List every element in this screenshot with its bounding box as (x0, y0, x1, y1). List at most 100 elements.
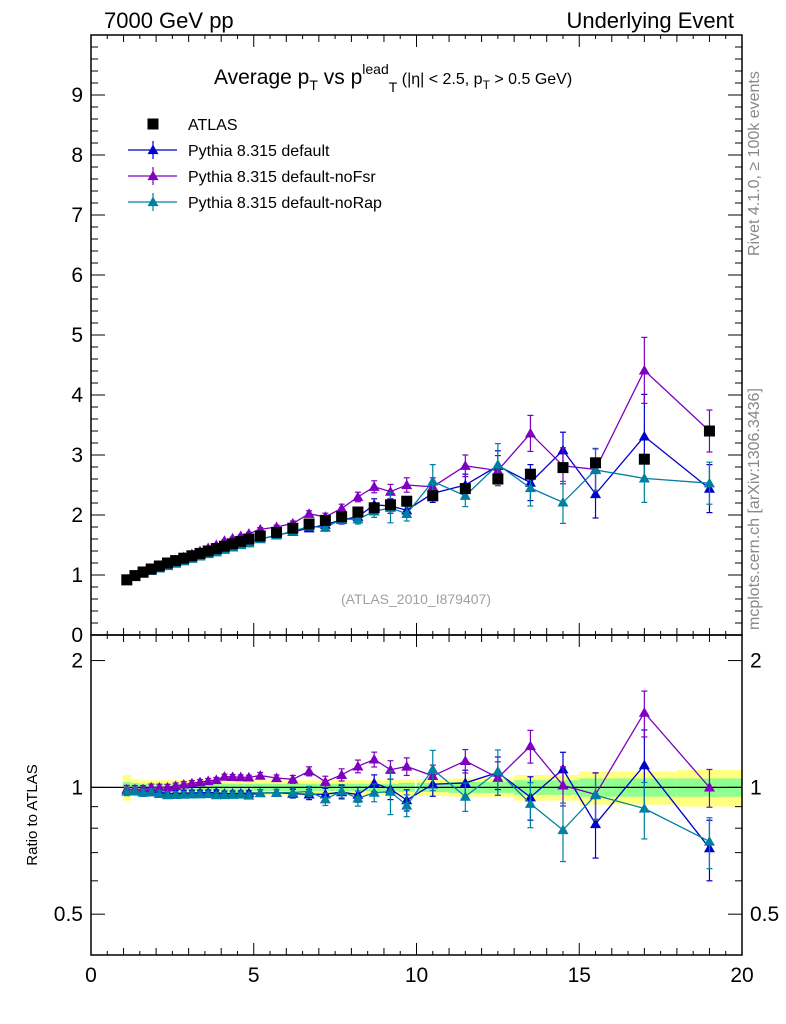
data-point (186, 550, 198, 562)
ratio-point (459, 755, 471, 766)
ratio-y-tick-label-right: 2 (750, 650, 762, 673)
x-tick-label: 0 (85, 964, 97, 987)
ratio-point (557, 779, 569, 790)
ratio-point (210, 789, 222, 800)
data-point (590, 464, 602, 475)
data-point (235, 535, 247, 547)
legend-label: ATLAS (188, 117, 238, 134)
legend-item: Pythia 8.315 default-noRap (128, 193, 382, 212)
ratio-point (194, 776, 206, 787)
data-point (352, 506, 364, 518)
ratio-point (243, 771, 255, 782)
ratio-point (194, 788, 206, 799)
data-point (319, 514, 331, 526)
y-tick-label: 8 (71, 144, 83, 167)
ratio-x-ticks (90, 635, 743, 955)
ratio-point (161, 781, 173, 792)
data-point (145, 563, 157, 575)
data-point (137, 566, 149, 578)
data-point (319, 522, 331, 532)
data-point (590, 457, 602, 469)
data-point (218, 540, 230, 552)
x-tick-label: 5 (248, 964, 260, 987)
title-sup: lead (362, 61, 388, 77)
ratio-point (703, 835, 715, 846)
ratio-y-tick-label-left: 1 (71, 776, 83, 799)
ratio-point (336, 769, 348, 779)
ratio-point (638, 707, 650, 717)
data-point (178, 552, 190, 564)
y-tick-label: 9 (71, 84, 83, 107)
ratio-point (227, 771, 239, 781)
ratio-point (227, 789, 239, 799)
ratio-y-axis-label: Ratio to ATLAS (24, 764, 41, 865)
ratio-point (153, 781, 165, 792)
ratio-point (638, 803, 650, 813)
ratio-point (524, 740, 536, 751)
data-point (336, 511, 348, 523)
data-point (368, 481, 380, 491)
ratio-series-pythia-8-315-default-nofsr (121, 690, 715, 820)
ratio-y-tick-label-left: 0.5 (54, 903, 83, 926)
data-point (638, 364, 650, 375)
ratio-point (459, 777, 471, 788)
ratio-point (271, 787, 283, 797)
title-sub: T (389, 79, 398, 95)
data-point (638, 430, 650, 441)
data-point (303, 508, 315, 518)
data-point (121, 574, 133, 586)
data-point (202, 545, 214, 557)
ratio-point (703, 781, 715, 792)
ratio-point (336, 785, 348, 796)
ratio-point (170, 780, 182, 791)
legend-marker (147, 196, 159, 207)
series-atlas (121, 425, 715, 586)
y-tick-label: 2 (71, 504, 83, 527)
data-point (170, 555, 182, 567)
data-point (352, 491, 364, 502)
ratio-point (427, 763, 439, 774)
legend-item: Pythia 8.315 default-noFsr (128, 167, 376, 186)
main-x-ticks (90, 35, 743, 635)
data-point (401, 508, 413, 518)
ratio-point (590, 818, 602, 829)
ratio-point (287, 787, 299, 797)
ratio-point (235, 789, 247, 799)
ratio-plot-panel: 0 5 10 15 20 0.5 0.5 1 1 2 2 Ratio to ATLAS (24, 634, 779, 987)
legend-marker (147, 118, 159, 130)
legend-item: Pythia 8.315 default (128, 141, 330, 160)
data-point (557, 462, 569, 474)
data-point (524, 482, 536, 493)
ratio-point (170, 789, 182, 800)
series-line (126, 463, 710, 582)
ratio-point (319, 793, 331, 804)
ratio-point (352, 792, 364, 803)
legend: ATLAS Pythia 8.315 default Pythia 8.315 de… (128, 117, 382, 212)
series-pythia-8-315-default-norap (121, 443, 715, 586)
ratio-point (210, 774, 222, 785)
title-sub: T (309, 77, 318, 93)
data-point (161, 557, 173, 569)
ratio-point (303, 765, 315, 776)
ratio-point (557, 824, 569, 835)
data-point (401, 479, 413, 490)
y-tick-label: 0 (71, 624, 83, 647)
title-cut: > 0.5 GeV) (490, 71, 572, 88)
data-point (352, 513, 364, 524)
chart-title: Average pT vs pleadT (|η| < 2.5, pT > 0.… (214, 61, 572, 95)
ratio-point (153, 788, 165, 798)
ratio-point (287, 773, 299, 784)
ratio-point (352, 760, 364, 771)
ratio-point (254, 770, 266, 780)
ratio-point (368, 777, 380, 788)
ratio-y-tick-label-right: 0.5 (750, 903, 779, 926)
ratio-point (235, 771, 247, 782)
data-point (336, 502, 348, 513)
ratio-series-pythia-8-315-default (121, 729, 715, 882)
data-point (384, 499, 396, 511)
ratio-point (178, 789, 190, 799)
ratio-point (202, 775, 214, 786)
legend-item: ATLAS (147, 117, 238, 134)
data-point (129, 570, 141, 582)
data-point (459, 483, 471, 495)
